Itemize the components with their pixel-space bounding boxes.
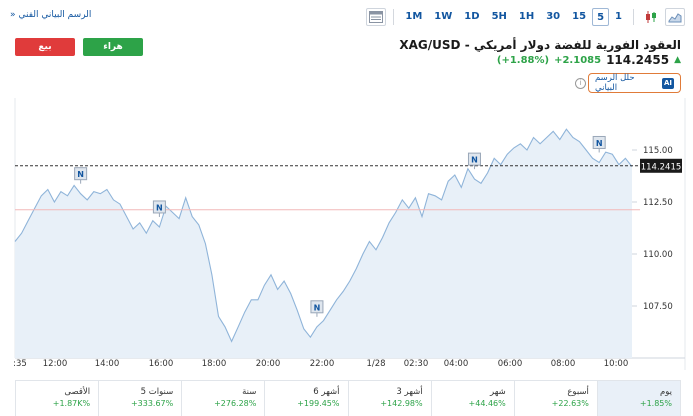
- news-marker-box: [152, 200, 166, 214]
- timeframe-5[interactable]: 5: [592, 8, 610, 26]
- news-marker-label: N: [156, 203, 163, 212]
- buy-button[interactable]: هراء: [83, 38, 143, 56]
- price-chart[interactable]: Investing.com114.2415115.00112.50110.001…: [0, 96, 693, 370]
- x-tick-label: 02:30: [404, 359, 429, 369]
- x-tick-label: 08:00: [551, 359, 576, 369]
- performance-value: +22.63%: [551, 399, 589, 408]
- up-arrow-icon: ▲: [674, 55, 681, 65]
- x-tick-label: 10:00: [604, 359, 629, 369]
- y-tick-label: 110.00: [643, 250, 673, 260]
- performance-cell[interactable]: أسبوع +22.63%: [513, 381, 597, 416]
- analyze-chart-label: حلل الرسم البياني: [595, 73, 635, 93]
- timeframe-1w[interactable]: 1W: [434, 11, 453, 22]
- timeframe-1h[interactable]: 1H: [518, 11, 535, 22]
- performance-value: +333.67%: [130, 399, 174, 408]
- performance-value: +142.98%: [380, 399, 423, 408]
- x-tick-label: 20:00: [256, 359, 281, 369]
- timeframe-bar: 1M 1W 1D 5H 1H 30 15 5 1: [364, 7, 687, 27]
- timeframe-list: 1M 1W 1D 5H 1H 30 15 5 1: [399, 8, 628, 26]
- ai-badge: AI: [661, 77, 674, 89]
- sell-button[interactable]: بيع: [15, 38, 75, 56]
- timeframe-15[interactable]: 15: [572, 11, 587, 22]
- performance-cell[interactable]: الأقصى +1.87K%: [16, 381, 98, 416]
- price-line: [14, 128, 633, 343]
- news-marker-box: [310, 300, 324, 314]
- y-tick-label: 107.50: [643, 302, 673, 312]
- x-tick-label: 04:00: [444, 359, 469, 369]
- news-marker[interactable]: N: [74, 167, 88, 184]
- news-marker[interactable]: N: [592, 135, 606, 153]
- last-price-tag: [640, 158, 682, 173]
- price-row: (+1.88%) +2.1085 114.2455 ▲: [497, 53, 681, 67]
- y-tick-label: 112.50: [643, 198, 673, 208]
- x-tick-label: 18:00: [202, 359, 227, 369]
- x-tick-label: :35: [13, 359, 27, 369]
- news-marker-box: [467, 152, 481, 166]
- timeframe-5h[interactable]: 5H: [491, 11, 507, 22]
- x-tick-label: 06:00: [498, 359, 523, 369]
- news-marker-label: N: [471, 156, 478, 165]
- performance-cell[interactable]: 3 أشهر +142.98%: [347, 381, 431, 416]
- chart-toolbar: » الرسم البياني الفني 1M 1W 1D 5H 1H 30 15 5 1: [0, 0, 693, 34]
- performance-cell[interactable]: 6 أشهر +199.45%: [264, 381, 347, 416]
- area-chart-icon: [668, 13, 682, 23]
- performance-cell[interactable]: يوم +1.85%: [596, 381, 680, 416]
- x-tick-label: 1/28: [366, 359, 385, 369]
- performance-period: 6 أشهر: [313, 387, 340, 397]
- performance-period: أسبوع: [567, 387, 589, 397]
- double-chevron-icon: »: [10, 10, 16, 20]
- performance-strip: الأقصى +1.87K% 5 سنوات +333.67% سنة +276.28% 6…: [15, 380, 681, 416]
- full-chart-label: الرسم البياني الفني: [18, 10, 92, 20]
- performance-period: الأقصى: [64, 387, 91, 397]
- performance-cell[interactable]: سنة +276.28%: [181, 381, 264, 416]
- info-icon[interactable]: i: [575, 78, 586, 89]
- chart-settings-icon: [369, 11, 384, 23]
- timeframe-30[interactable]: 30: [546, 11, 561, 22]
- performance-value: +276.28%: [214, 399, 257, 408]
- x-tick-label: 14:00: [95, 359, 120, 369]
- chart-settings-button[interactable]: [366, 8, 387, 26]
- performance-value: +199.45%: [297, 399, 340, 408]
- area-chart-button[interactable]: [665, 8, 685, 26]
- performance-value: +1.87K%: [52, 399, 91, 408]
- news-marker[interactable]: N: [152, 200, 166, 217]
- news-marker-box: [74, 167, 88, 181]
- toolbar-divider: [393, 9, 395, 25]
- performance-period: 5 سنوات: [140, 387, 174, 397]
- full-chart-link[interactable]: » الرسم البياني الفني: [10, 10, 91, 20]
- instrument-name: XAG/USD - العقود الفورية للفضة دولار أمر…: [399, 38, 681, 52]
- news-marker[interactable]: N: [467, 152, 481, 170]
- price-change: +2.1085: [554, 54, 602, 66]
- performance-period: 3 أشهر: [396, 387, 423, 397]
- performance-period: شهر: [490, 387, 506, 397]
- price-change-percent: (+1.88%): [496, 54, 550, 66]
- performance-period: سنة: [242, 387, 257, 397]
- x-tick-label: 12:00: [43, 359, 68, 369]
- candlestick-button[interactable]: [641, 8, 661, 26]
- x-tick-label: 16:00: [149, 359, 174, 369]
- news-marker[interactable]: N: [310, 300, 324, 317]
- news-marker-label: N: [77, 170, 84, 179]
- last-price: 114.2455: [606, 53, 670, 67]
- last-price-label: 114.2415: [641, 162, 682, 172]
- candlestick-icon: [646, 11, 656, 23]
- timeframe-1d[interactable]: 1D: [464, 11, 480, 22]
- timeframe-1[interactable]: 1: [615, 11, 622, 22]
- news-marker-label: N: [314, 303, 321, 312]
- performance-value: +44.46%: [468, 399, 506, 408]
- performance-cell[interactable]: 5 سنوات +333.67%: [98, 381, 181, 416]
- timeframe-1m[interactable]: 1M: [405, 11, 423, 22]
- area-fill: [15, 129, 632, 358]
- y-tick-label: 115.00: [643, 146, 673, 156]
- x-tick-label: 22:00: [310, 359, 335, 369]
- performance-cell[interactable]: شهر +44.46%: [430, 381, 514, 416]
- news-marker-label: N: [596, 139, 603, 148]
- news-marker-box: [592, 135, 606, 149]
- performance-period: يوم: [659, 387, 672, 397]
- performance-value: +1.85%: [639, 399, 672, 408]
- analyze-chart-button[interactable]: حلل الرسم البياني AI: [588, 73, 681, 93]
- toolbar-divider: [633, 9, 634, 25]
- chart-svg[interactable]: Investing.com114.2415115.00112.50110.001…: [0, 96, 693, 370]
